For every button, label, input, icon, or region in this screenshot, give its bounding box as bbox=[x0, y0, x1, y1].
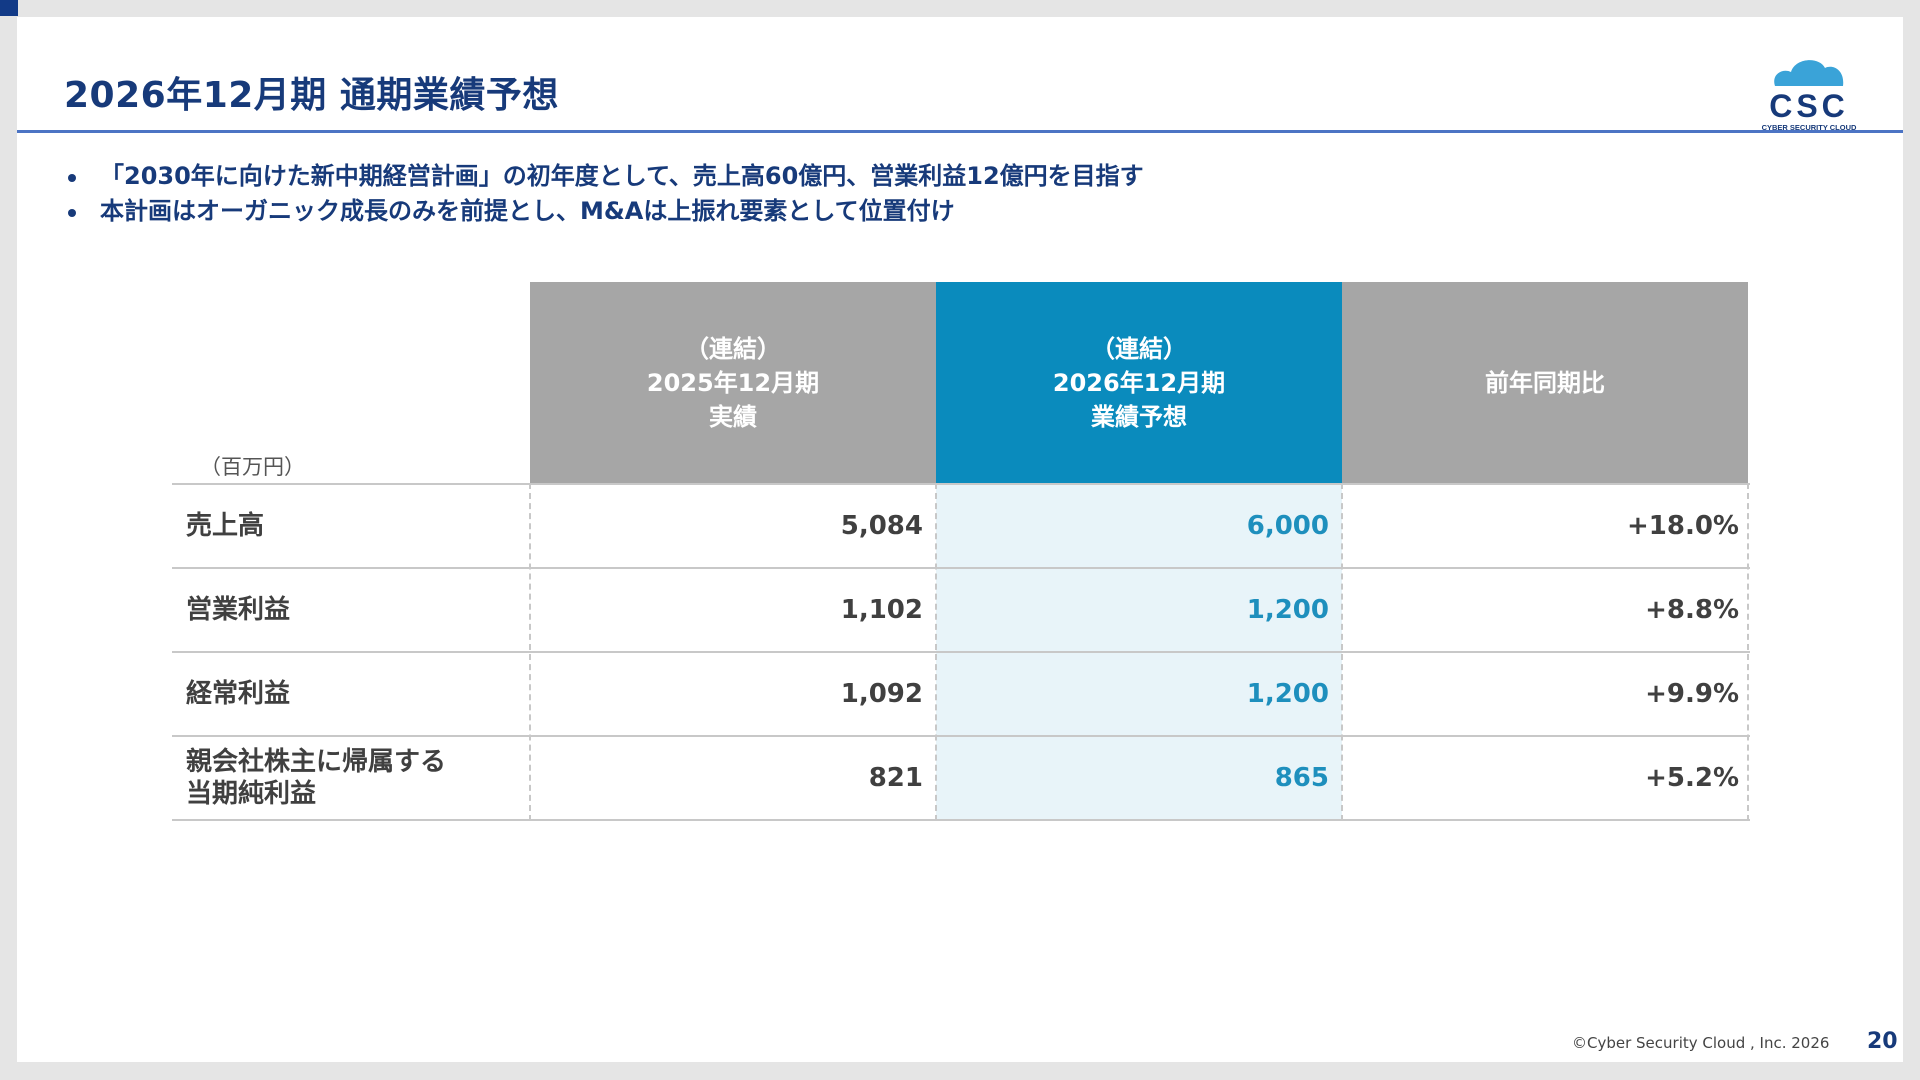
cell-actual: 1,092 bbox=[840, 679, 923, 709]
table-row-divider bbox=[172, 819, 1750, 821]
bullet-list: 「2030年に向けた新中期経営計画」の初年度として、売上高60億円、営業利益12… bbox=[64, 159, 1144, 229]
cell-yoy: +5.2% bbox=[1645, 763, 1739, 793]
row-label-operating-profit: 営業利益 bbox=[186, 595, 291, 625]
cell-actual: 1,102 bbox=[840, 595, 923, 625]
bullet-item: 「2030年に向けた新中期経営計画」の初年度として、売上高60億円、営業利益12… bbox=[64, 159, 1144, 194]
cell-actual: 5,084 bbox=[840, 511, 923, 541]
table-unit-label: （百万円） bbox=[200, 455, 305, 479]
table-column-divider bbox=[1341, 483, 1343, 821]
logo-text: CSC bbox=[1769, 88, 1849, 124]
corner-accent bbox=[0, 0, 18, 16]
copyright-text: ©Cyber Security Cloud , Inc. 2026 bbox=[1572, 1034, 1830, 1052]
column-header-fy2025-actual: （連結） 2025年12月期 実績 bbox=[530, 282, 936, 483]
column-header-fy2026-forecast: （連結） 2026年12月期 業績予想 bbox=[936, 282, 1342, 483]
cell-yoy: +18.0% bbox=[1627, 511, 1739, 541]
table-column-divider bbox=[935, 483, 937, 821]
slide: 2026年12月期 通期業績予想 CSC CYBER SECURITY CLOU… bbox=[17, 17, 1903, 1062]
table-row-divider bbox=[172, 567, 1750, 569]
title-divider bbox=[17, 130, 1903, 133]
forecast-column-highlight bbox=[936, 485, 1342, 821]
page-number: 20 bbox=[1867, 1029, 1898, 1054]
page-title: 2026年12月期 通期業績予想 bbox=[64, 75, 559, 116]
column-header-yoy: 前年同期比 bbox=[1342, 282, 1748, 483]
logo-subtext: CYBER SECURITY CLOUD bbox=[1762, 123, 1857, 132]
table-column-divider bbox=[529, 483, 531, 821]
bullet-item: 本計画はオーガニック成長のみを前提とし、M&Aは上振れ要素として位置付け bbox=[64, 194, 1144, 229]
cell-yoy: +8.8% bbox=[1645, 595, 1739, 625]
table-row-divider bbox=[172, 735, 1750, 737]
cell-forecast: 6,000 bbox=[1246, 511, 1329, 541]
cell-forecast: 865 bbox=[1274, 763, 1329, 793]
cloud-icon: CSC CYBER SECURITY CLOUD bbox=[1762, 60, 1857, 132]
row-label-ordinary-profit: 経常利益 bbox=[186, 679, 291, 709]
cell-actual: 821 bbox=[868, 763, 923, 793]
cell-yoy: +9.9% bbox=[1645, 679, 1739, 709]
cell-forecast: 1,200 bbox=[1246, 679, 1329, 709]
table-row-divider bbox=[172, 483, 1750, 485]
row-label-net-income: 親会社株主に帰属する 当期純利益 bbox=[186, 747, 447, 809]
table-column-divider bbox=[1747, 483, 1749, 821]
cell-forecast: 1,200 bbox=[1246, 595, 1329, 625]
row-label-revenue: 売上高 bbox=[186, 511, 265, 541]
company-logo: CSC CYBER SECURITY CLOUD bbox=[1753, 46, 1865, 136]
table-row-divider bbox=[172, 651, 1750, 653]
